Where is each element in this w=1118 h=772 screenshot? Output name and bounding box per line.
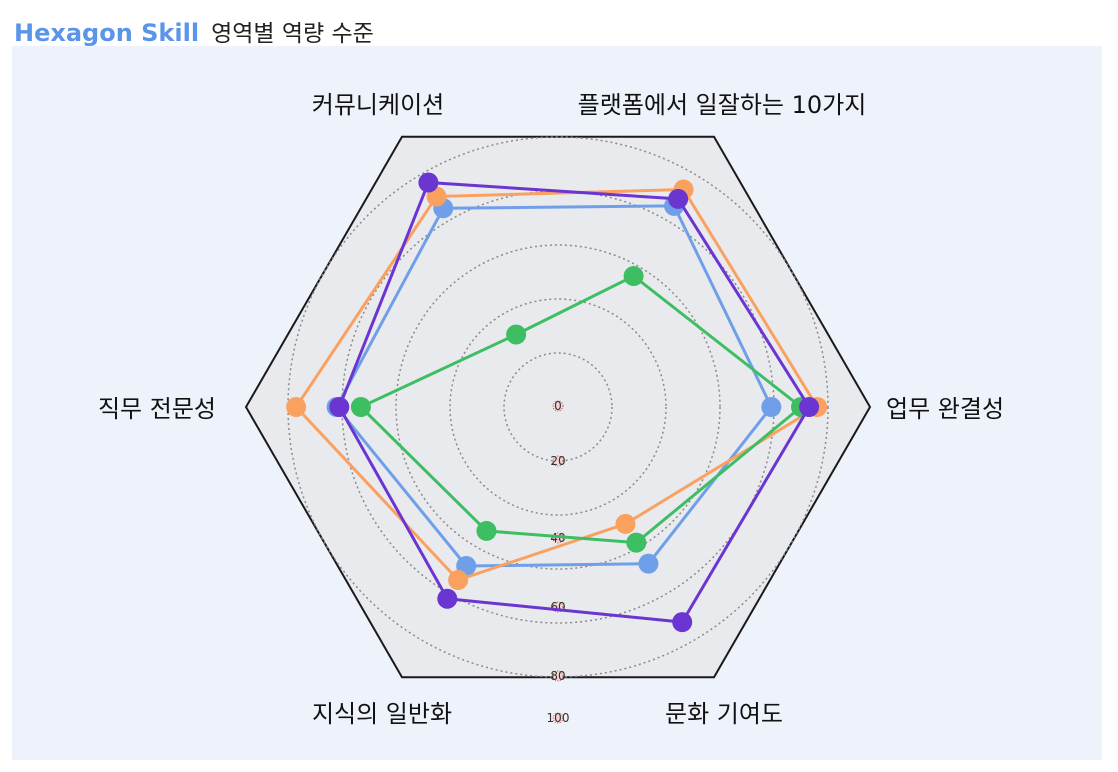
series-4-point bbox=[799, 397, 820, 417]
tick-label: 0 bbox=[554, 399, 562, 413]
axis-label: 커뮤니케이션 bbox=[312, 91, 444, 119]
series-4-point bbox=[437, 588, 458, 609]
grid-ring-40 bbox=[449, 298, 667, 516]
grid-ring-20 bbox=[503, 352, 613, 462]
series-1-point bbox=[761, 397, 782, 417]
series-2-point bbox=[615, 513, 636, 534]
grid-ring-100 bbox=[287, 136, 829, 678]
axis-label: 문화 기여도 bbox=[665, 700, 783, 728]
series-4-point bbox=[668, 188, 689, 209]
series-4-point bbox=[418, 172, 439, 193]
axis-label: 지식의 일반화 bbox=[312, 700, 452, 728]
series-2-point bbox=[286, 397, 307, 417]
series-4-point bbox=[672, 612, 693, 633]
brand-title: Hexagon Skill bbox=[14, 19, 200, 47]
chart-subtitle: 영역별 역량 수준 bbox=[211, 21, 374, 47]
series-1-point bbox=[638, 553, 659, 574]
tick-label: 100 bbox=[547, 711, 570, 725]
axis-label: 플랫폼에서 일잘하는 10가지 bbox=[578, 91, 867, 119]
series-4-point bbox=[329, 397, 350, 417]
series-3-point bbox=[626, 532, 647, 553]
tick-marker-20 bbox=[552, 455, 564, 467]
tick-label: 80 bbox=[550, 669, 565, 683]
tick-marker-100 bbox=[552, 712, 564, 724]
series-3-point bbox=[350, 397, 371, 417]
tick-label: 60 bbox=[550, 600, 565, 614]
series-3-point bbox=[506, 324, 527, 345]
axis-label: 업무 완결성 bbox=[886, 395, 1004, 423]
series-3-point bbox=[476, 520, 497, 541]
grid-ring-60 bbox=[395, 244, 721, 570]
tick-marker-80 bbox=[552, 670, 564, 682]
tick-marker-0 bbox=[552, 400, 564, 412]
chart-header: Hexagon Skill 영역별 역량 수준 bbox=[14, 14, 374, 50]
series-3-point bbox=[623, 266, 644, 287]
tick-label: 20 bbox=[550, 454, 565, 468]
series-2-point bbox=[448, 570, 469, 591]
axis-label: 직무 전문성 bbox=[98, 395, 216, 423]
